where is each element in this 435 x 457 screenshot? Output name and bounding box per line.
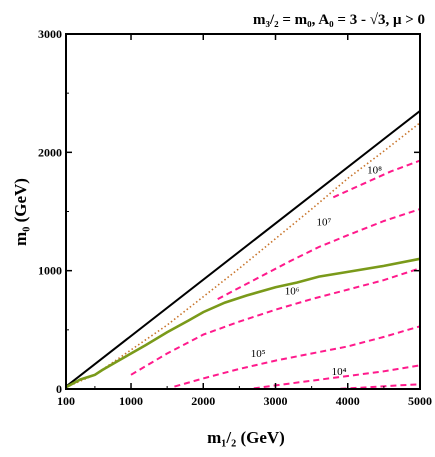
plot-frame <box>65 33 421 390</box>
tick-layer: 100 1000 2000 3000 4000 5000 0 1000 2000 3000 <box>38 27 432 408</box>
x-tick-label-1: 1000 <box>119 394 143 408</box>
y-tick-label-1: 1000 <box>38 264 62 278</box>
series-line-6 <box>174 325 421 388</box>
series-layer <box>65 110 421 390</box>
series-line-3 <box>332 159 421 199</box>
y-tick-label-0: 0 <box>56 382 62 396</box>
x-tick-label-2: 2000 <box>191 394 215 408</box>
y-tick-label-2: 2000 <box>38 145 62 159</box>
chart-title: m₃/₂ = m₀, A₀ = 3 - √3, μ > 0 <box>253 12 425 28</box>
x-tick-label-0: 100 <box>57 394 75 408</box>
series-line-5 <box>130 267 421 376</box>
series-line-0 <box>65 110 421 388</box>
series-line-1 <box>65 122 421 388</box>
series-line-2 <box>65 257 421 389</box>
x-tick-label-5: 5000 <box>408 394 432 408</box>
series-line-4 <box>217 208 421 300</box>
contour-label-2: 10⁶ <box>285 285 300 297</box>
contour-label-0: 10⁸ <box>367 165 382 177</box>
x-axis-title: m₁/₂ (GeV) <box>207 428 285 447</box>
contour-label-layer: 10⁸ 10⁷ 10⁶ 10⁵ 10⁴ <box>251 165 382 378</box>
x-tick-label-3: 3000 <box>264 394 288 408</box>
y-tick-label-3: 3000 <box>38 27 62 41</box>
contour-label-3: 10⁵ <box>251 348 266 360</box>
x-tick-label-4: 4000 <box>336 394 360 408</box>
y-axis-title: m₀ (GeV) <box>11 178 30 246</box>
contour-label-1: 10⁷ <box>316 217 331 229</box>
contour-label-4: 10⁴ <box>332 366 347 378</box>
